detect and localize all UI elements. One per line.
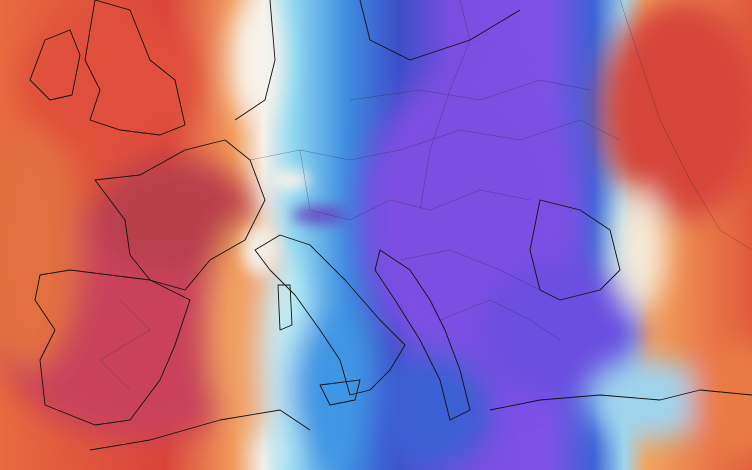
britain-outline [84,0,186,136]
alps-cold [292,207,348,223]
border-line [399,249,541,291]
black-sea-cold [480,260,640,400]
ireland-outline [29,29,81,101]
crimea-neutral [615,190,665,310]
sicily-outline [319,379,361,406]
iberia-outline [34,269,191,426]
black-sea-outline [529,199,621,301]
coastlines [29,0,752,451]
border-line [349,79,591,101]
denmark-coast [234,0,276,121]
border-line [249,119,621,161]
corsica-sardinia [277,284,293,331]
baltic-coast [359,0,521,61]
russia-warm [600,0,752,220]
italy-cold [290,310,370,470]
riviera-neutral [242,225,278,275]
adriatic-coast [374,249,471,421]
switzerland-neutral [270,170,310,190]
italy-outline [254,234,406,396]
border-line [439,299,561,341]
anatolia-coast [489,389,752,411]
north-sea-neutral [230,0,280,120]
borders [99,0,752,391]
atlantic-warm [0,130,80,370]
anatolia-cool [590,360,710,440]
tyrrhenian-mild [210,220,280,440]
north-africa-coast [89,409,311,451]
border-line [419,0,471,211]
border-line [619,0,752,251]
border-line [299,149,531,221]
anomaly-detail [242,170,348,275]
france-outline [94,139,266,291]
border-line [99,299,151,391]
france-warm [95,160,255,270]
britain-warm [20,10,200,150]
levant-warm [690,340,752,460]
ionian-cold [370,350,490,470]
